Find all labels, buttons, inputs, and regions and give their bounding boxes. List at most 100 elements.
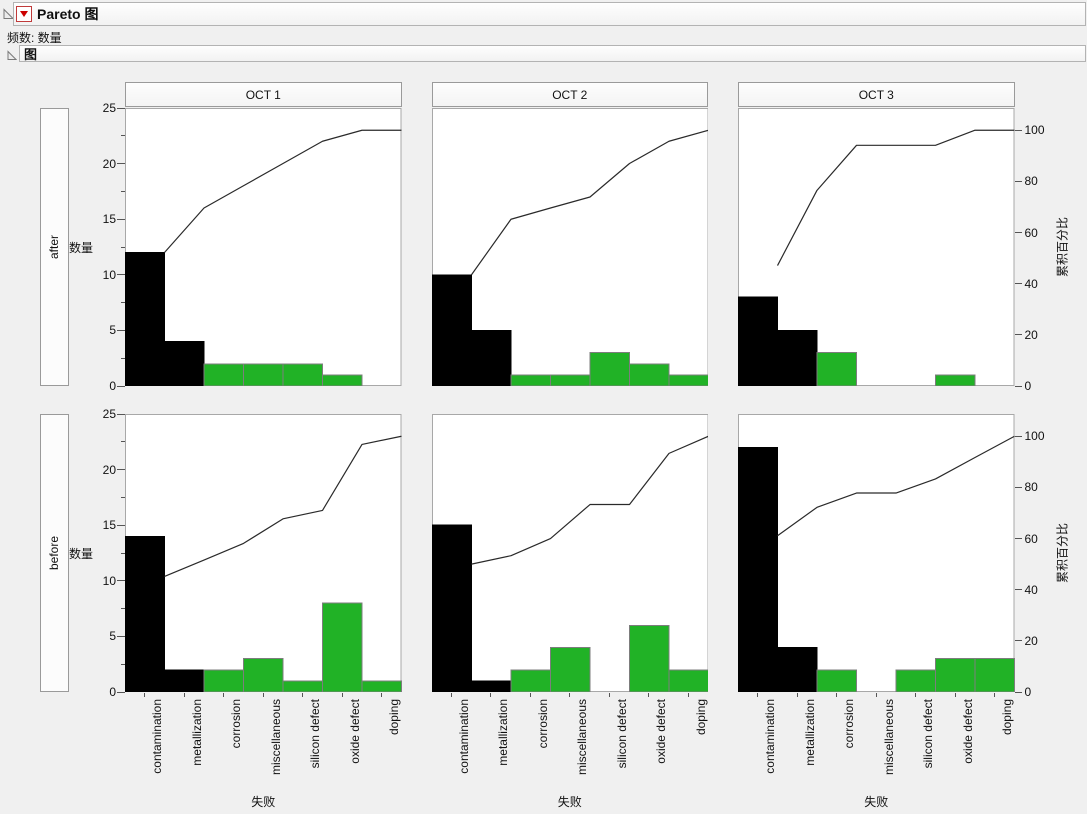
x-axis-tick <box>954 693 956 697</box>
y-axis-major-tick <box>117 274 125 276</box>
bar-metallization[interactable] <box>470 680 511 692</box>
bar-silicon-defect[interactable] <box>282 363 323 386</box>
x-axis-category-label: doping <box>1000 699 1015 736</box>
disclosure-open-icon-section[interactable] <box>6 48 18 60</box>
bar-oxide-defect[interactable] <box>628 624 669 692</box>
y-axis-tick-label: 10 <box>102 267 116 282</box>
bar-oxide-defect[interactable] <box>322 374 363 386</box>
red-triangle-glyph <box>20 11 28 17</box>
bar-doping[interactable] <box>974 658 1015 692</box>
report-title: Pareto 图 <box>37 6 99 22</box>
pareto-chart-after-oct-1[interactable] <box>125 108 402 386</box>
bar-oxide-defect[interactable] <box>322 602 363 692</box>
x-axis-tick <box>875 693 877 697</box>
y-axis-tick-label: 5 <box>109 323 116 338</box>
x-axis-title-failure: 失败 <box>864 795 889 809</box>
bar-oxide-defect[interactable] <box>628 363 669 386</box>
bar-metallization[interactable] <box>777 329 818 386</box>
bar-contamination[interactable] <box>738 446 778 692</box>
x-axis-category-label: corrosion <box>842 699 857 749</box>
bar-miscellaneous[interactable] <box>243 363 284 386</box>
bar-silicon-defect[interactable] <box>895 669 936 692</box>
disclosure-open-icon[interactable] <box>2 7 15 19</box>
x-axis-tick <box>796 693 798 697</box>
percent-axis-tick <box>1014 640 1022 642</box>
bar-oxide-defect[interactable] <box>935 658 976 692</box>
section-title-bar[interactable]: 图 <box>19 45 1086 62</box>
y-axis-tick-label: 10 <box>102 573 116 588</box>
bar-contamination[interactable] <box>431 524 472 692</box>
bar-contamination[interactable] <box>125 535 165 692</box>
bar-silicon-defect[interactable] <box>589 352 630 386</box>
percent-axis-tick-label: 40 <box>1024 582 1038 597</box>
bar-corrosion[interactable] <box>510 669 551 692</box>
bar-corrosion[interactable] <box>816 669 857 692</box>
y-axis-major-tick <box>117 524 125 526</box>
bar-doping[interactable] <box>361 680 402 692</box>
bar-corrosion[interactable] <box>203 669 244 692</box>
percent-axis-tick <box>1014 232 1022 234</box>
bar-metallization[interactable] <box>777 647 818 692</box>
cumulative-percent-line <box>776 129 1015 266</box>
percent-axis-tick-label: 100 <box>1024 429 1045 444</box>
pareto-chart-after-oct-3[interactable] <box>738 108 1015 386</box>
pareto-chart-before-oct-3[interactable] <box>738 414 1015 692</box>
pareto-chart-after-oct-2[interactable] <box>431 108 709 386</box>
row-header-before: before <box>40 414 69 692</box>
x-axis-title-failure: 失败 <box>251 795 276 809</box>
y-axis-major-tick <box>117 329 125 331</box>
y-axis-tick-label: 5 <box>109 629 116 644</box>
bar-oxide-defect[interactable] <box>935 374 976 386</box>
bar-contamination[interactable] <box>738 296 778 386</box>
bar-silicon-defect[interactable] <box>282 680 323 692</box>
section-title: 图 <box>24 47 38 62</box>
x-axis-category-label: corrosion <box>535 699 550 749</box>
plot-frame <box>125 108 402 386</box>
x-axis-tick <box>836 693 838 697</box>
percent-axis-tick-label: 80 <box>1024 174 1038 189</box>
x-axis-category-label: miscellaneous <box>575 699 590 776</box>
x-axis-category-label: doping <box>693 699 708 736</box>
x-axis-tick <box>757 693 759 697</box>
x-axis-tick <box>262 693 264 697</box>
x-axis-tick <box>490 693 492 697</box>
x-axis-tick <box>994 693 996 697</box>
cumulative-percent-line <box>777 435 1015 537</box>
bar-corrosion[interactable] <box>203 363 244 386</box>
pareto-chart-before-oct-1[interactable] <box>125 414 402 692</box>
x-axis-title-failure: 失败 <box>557 795 582 809</box>
bar-contamination[interactable] <box>431 274 472 386</box>
percent-axis-tick <box>1014 385 1022 387</box>
y-axis-major-tick <box>117 691 125 693</box>
percent-axis-tick-label: 80 <box>1024 480 1038 495</box>
y-axis-minor-tick <box>121 441 125 443</box>
red-triangle-menu-icon[interactable] <box>16 6 32 22</box>
bar-miscellaneous[interactable] <box>549 647 590 692</box>
bar-doping[interactable] <box>668 374 709 386</box>
bar-miscellaneous[interactable] <box>549 374 590 386</box>
x-axis-tick <box>687 693 689 697</box>
x-axis-tick <box>450 693 452 697</box>
percent-axis-tick <box>1014 691 1022 693</box>
x-axis-category-label: metallization <box>189 699 204 766</box>
bar-contamination[interactable] <box>125 252 165 386</box>
x-axis-category-label: silicon defect <box>308 699 323 769</box>
row-header-label: after <box>47 234 62 260</box>
percent-axis-tick <box>1014 589 1022 591</box>
x-axis-tick <box>569 693 571 697</box>
y-axis-major-tick <box>117 163 125 165</box>
bar-doping[interactable] <box>668 669 709 692</box>
y-axis-title-count: 数量 <box>68 547 93 561</box>
bar-miscellaneous[interactable] <box>243 658 284 692</box>
cumulative-percent-line <box>164 435 402 577</box>
bar-metallization[interactable] <box>470 329 511 386</box>
y-axis-tick-label: 15 <box>102 212 116 227</box>
report-title-bar[interactable]: Pareto 图 <box>13 2 1086 26</box>
bar-corrosion[interactable] <box>816 352 857 386</box>
bar-corrosion[interactable] <box>510 374 551 386</box>
bar-metallization[interactable] <box>164 669 205 692</box>
bar-metallization[interactable] <box>164 341 205 386</box>
pareto-chart-before-oct-2[interactable] <box>431 414 709 692</box>
y-axis-title-count: 数量 <box>68 241 93 255</box>
